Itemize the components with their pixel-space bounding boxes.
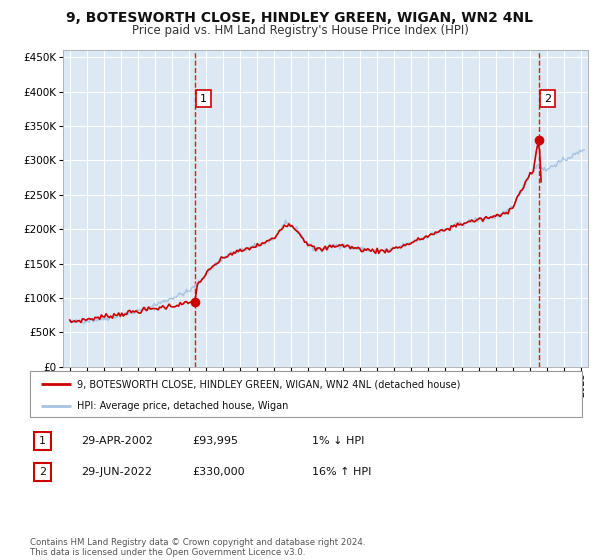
Text: Price paid vs. HM Land Registry's House Price Index (HPI): Price paid vs. HM Land Registry's House … [131,24,469,36]
Text: £93,995: £93,995 [192,436,238,446]
Bar [34,432,51,450]
Text: 2: 2 [544,94,551,104]
Text: 1: 1 [39,436,46,446]
Text: 29-APR-2002: 29-APR-2002 [81,436,153,446]
Text: 16% ↑ HPI: 16% ↑ HPI [312,467,371,477]
Text: 1: 1 [200,94,207,104]
Text: 1% ↓ HPI: 1% ↓ HPI [312,436,364,446]
Bar [34,463,51,480]
Text: HPI: Average price, detached house, Wigan: HPI: Average price, detached house, Wiga… [77,401,288,410]
Text: 2: 2 [39,467,46,477]
Text: 29-JUN-2022: 29-JUN-2022 [81,467,152,477]
Text: £330,000: £330,000 [192,467,245,477]
Text: 9, BOTESWORTH CLOSE, HINDLEY GREEN, WIGAN, WN2 4NL: 9, BOTESWORTH CLOSE, HINDLEY GREEN, WIGA… [67,11,533,25]
Text: Contains HM Land Registry data © Crown copyright and database right 2024.
This d: Contains HM Land Registry data © Crown c… [30,538,365,557]
Text: 9, BOTESWORTH CLOSE, HINDLEY GREEN, WIGAN, WN2 4NL (detached house): 9, BOTESWORTH CLOSE, HINDLEY GREEN, WIGA… [77,379,460,389]
